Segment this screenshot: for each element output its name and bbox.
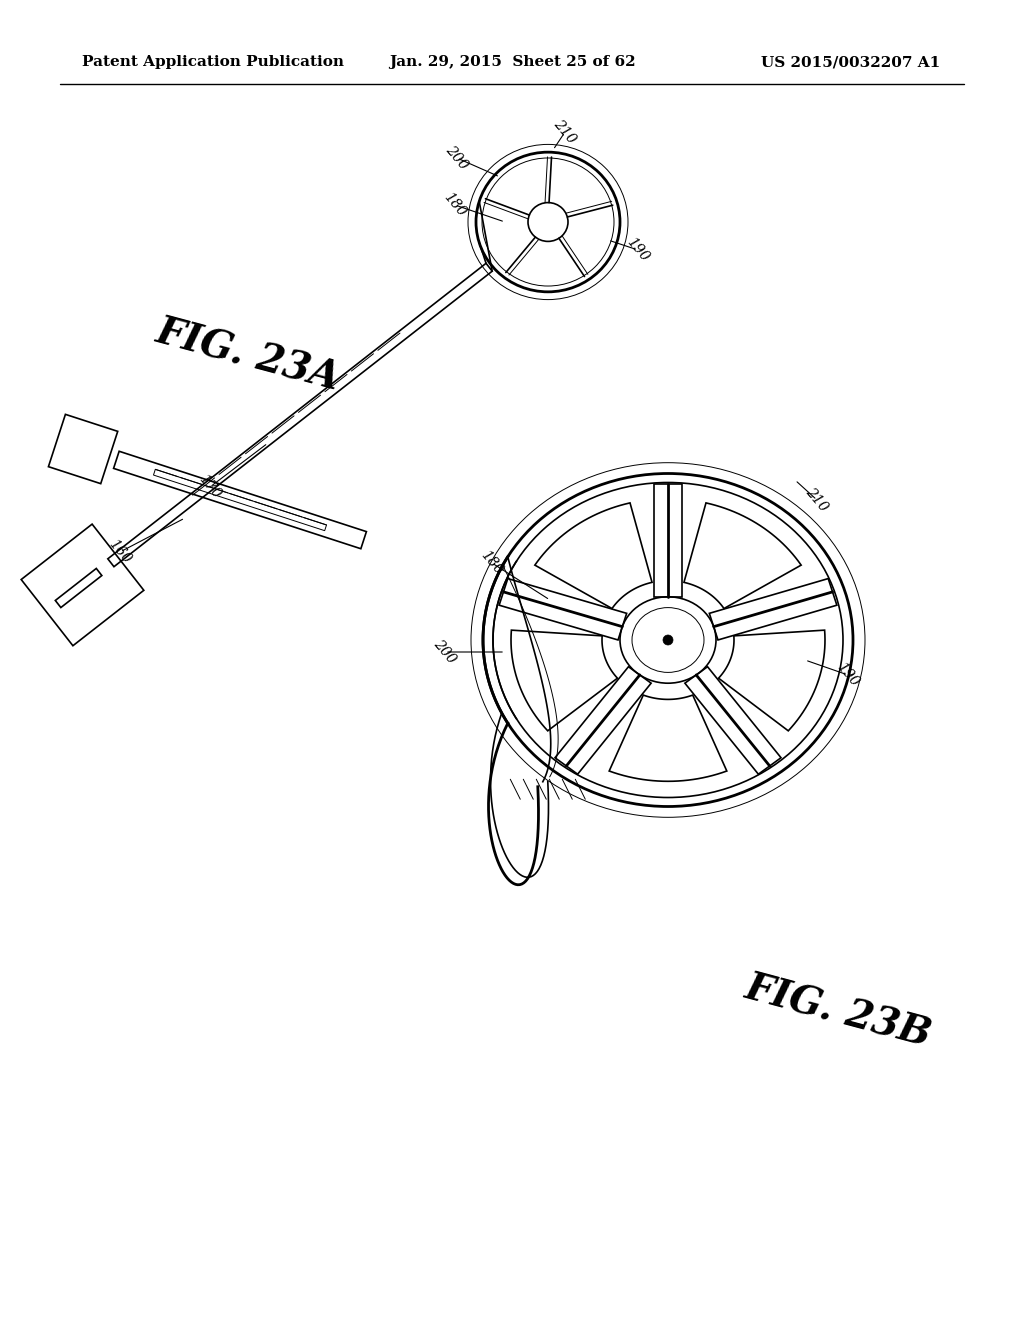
- Text: 200: 200: [443, 144, 471, 173]
- Text: FIG. 23B: FIG. 23B: [740, 969, 935, 1055]
- Text: US 2015/0032207 A1: US 2015/0032207 A1: [761, 55, 940, 69]
- Text: 160: 160: [106, 537, 134, 566]
- Text: 200: 200: [431, 638, 459, 667]
- Text: 180: 180: [478, 548, 506, 578]
- Text: 210: 210: [803, 486, 830, 515]
- Circle shape: [663, 635, 673, 645]
- Text: 210: 210: [551, 117, 579, 147]
- Text: Jan. 29, 2015  Sheet 25 of 62: Jan. 29, 2015 Sheet 25 of 62: [389, 55, 635, 69]
- Text: 190: 190: [624, 235, 652, 265]
- Text: FIG. 23A: FIG. 23A: [152, 313, 344, 397]
- Text: Patent Application Publication: Patent Application Publication: [82, 55, 344, 69]
- Text: 180: 180: [441, 190, 469, 219]
- Text: 170: 170: [196, 473, 224, 502]
- Text: 190: 190: [835, 660, 862, 689]
